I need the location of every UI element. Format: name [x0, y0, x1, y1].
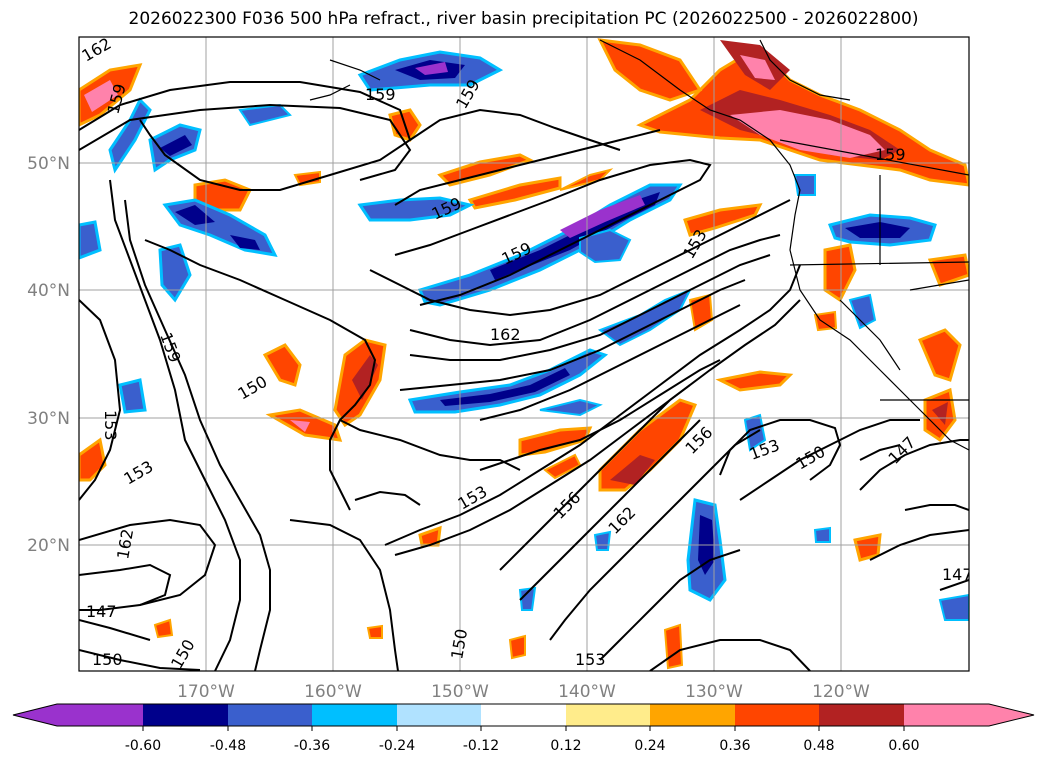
colorbar-swatch — [228, 704, 312, 726]
colorbar-swatch — [13, 704, 57, 726]
colorbar-outline — [12, 703, 1035, 727]
axis-labels: 170°W 160°W 150°W 140°W 130°W 120°W 50°N… — [27, 154, 870, 702]
lon-label: 140°W — [558, 682, 616, 702]
contour-label: 159 — [875, 145, 906, 164]
map-frame — [78, 36, 970, 672]
contour-label: 147 — [86, 602, 117, 621]
colorbar-swatch — [312, 704, 397, 726]
lat-label: 30°N — [27, 409, 70, 429]
negative-precip-anomalies — [79, 50, 969, 621]
coastline — [309, 39, 969, 451]
colorbar-swatch — [650, 704, 735, 726]
contour-label: 153 — [101, 410, 120, 441]
colorbar-tick-label: 0.12 — [550, 738, 581, 754]
lat-label: 50°N — [27, 154, 70, 174]
colorbar-tick-label: -0.24 — [379, 738, 415, 754]
colorbar-swatch — [735, 704, 819, 726]
map-title: 2026022300 F036 500 hPa refract., river … — [128, 9, 919, 29]
map-plot: 162 159 159 159 159 159 159 162 150 153 … — [79, 37, 973, 671]
colorbar-swatch — [481, 704, 566, 726]
lon-label: 120°W — [812, 682, 870, 702]
lon-label: 150°W — [431, 682, 489, 702]
contour-label: 159 — [365, 85, 396, 104]
contour-label: 153 — [575, 650, 606, 669]
colorbar-swatch — [819, 704, 904, 726]
colorbar: -0.60 -0.48 -0.36 -0.24 -0.12 0.12 0.24 … — [12, 703, 1035, 754]
contour-label: 147 — [942, 565, 973, 584]
colorbar-swatch — [57, 704, 143, 726]
colorbar-tick-label: 0.36 — [719, 738, 750, 754]
colorbar-tick-label: -0.60 — [125, 738, 161, 754]
colorbar-tick-label: 0.60 — [888, 738, 919, 754]
height-contours — [79, 81, 969, 671]
lon-label: 130°W — [685, 682, 743, 702]
colorbar-tick-label: 0.48 — [803, 738, 834, 754]
colorbar-tick-label: -0.36 — [294, 738, 330, 754]
colorbar-swatch — [143, 704, 228, 726]
lat-label: 20°N — [27, 536, 70, 556]
contour-label: 150 — [92, 650, 123, 669]
colorbar-tick-label: -0.12 — [463, 738, 499, 754]
positive-precip-anomalies — [79, 38, 969, 670]
lat-label: 40°N — [27, 281, 70, 301]
lon-label: 170°W — [177, 682, 235, 702]
colorbar-swatch — [397, 704, 481, 726]
contour-label: 162 — [490, 325, 521, 344]
colorbar-swatch — [566, 704, 650, 726]
colorbar-tick-label: -0.48 — [210, 738, 246, 754]
colorbar-tick-label: 0.24 — [634, 738, 665, 754]
colorbar-swatch — [904, 704, 989, 726]
colorbar-swatch — [989, 704, 1034, 726]
lon-label: 160°W — [304, 682, 362, 702]
